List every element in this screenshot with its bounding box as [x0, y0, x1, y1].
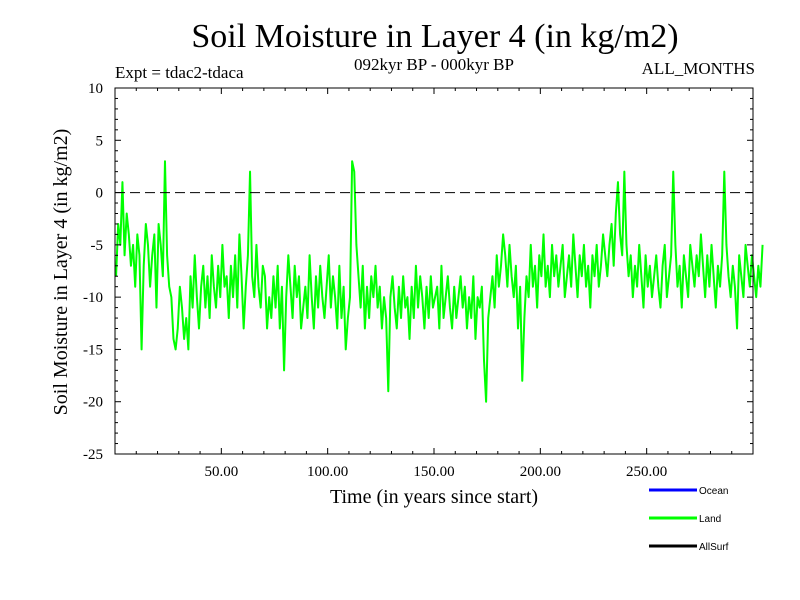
- y-tick-label: 0: [96, 186, 104, 202]
- y-axis-label: Soil Moisture in Layer 4 (in kg/m2): [50, 129, 72, 416]
- y-tick-label: -25: [83, 447, 103, 463]
- x-axis-label: Time (in years since start): [330, 486, 538, 508]
- x-axis-tick-labels: 50.00 100.00 150.00 200.00 250.00: [204, 464, 667, 480]
- months-label: ALL_MONTHS: [642, 59, 755, 78]
- y-tick-label: -15: [83, 342, 103, 358]
- chart-title: Soil Moisture in Layer 4 (in kg/m2): [191, 18, 678, 55]
- x-tick-label: 250.00: [626, 464, 667, 480]
- legend: Ocean Land AllSurf: [649, 486, 729, 553]
- legend-label-land: Land: [699, 514, 721, 525]
- y-tick-label: -5: [91, 238, 104, 254]
- y-tick-label: 10: [88, 81, 103, 97]
- series-layer: [115, 160, 764, 403]
- x-tick-label: 150.00: [413, 464, 454, 480]
- x-tick-label: 50.00: [204, 464, 238, 480]
- y-axis-tick-labels: 10 5 0 -5 -10 -15 -20 -25: [83, 81, 103, 463]
- legend-label-allsurf: AllSurf: [699, 542, 729, 553]
- legend-label-ocean: Ocean: [699, 486, 728, 497]
- x-tick-label: 100.00: [307, 464, 348, 480]
- experiment-label: Expt = tdac2-tdaca: [115, 63, 244, 82]
- y-tick-label: -10: [83, 290, 103, 306]
- y-tick-label: 5: [96, 133, 104, 149]
- axis-ticks: [115, 87, 753, 455]
- y-tick-label: -20: [83, 395, 103, 411]
- chart-subtitle: 092kyr BP - 000kyr BP: [354, 55, 514, 74]
- plot-area: [114, 87, 764, 455]
- series-line-land: [115, 160, 764, 403]
- x-tick-label: 200.00: [520, 464, 561, 480]
